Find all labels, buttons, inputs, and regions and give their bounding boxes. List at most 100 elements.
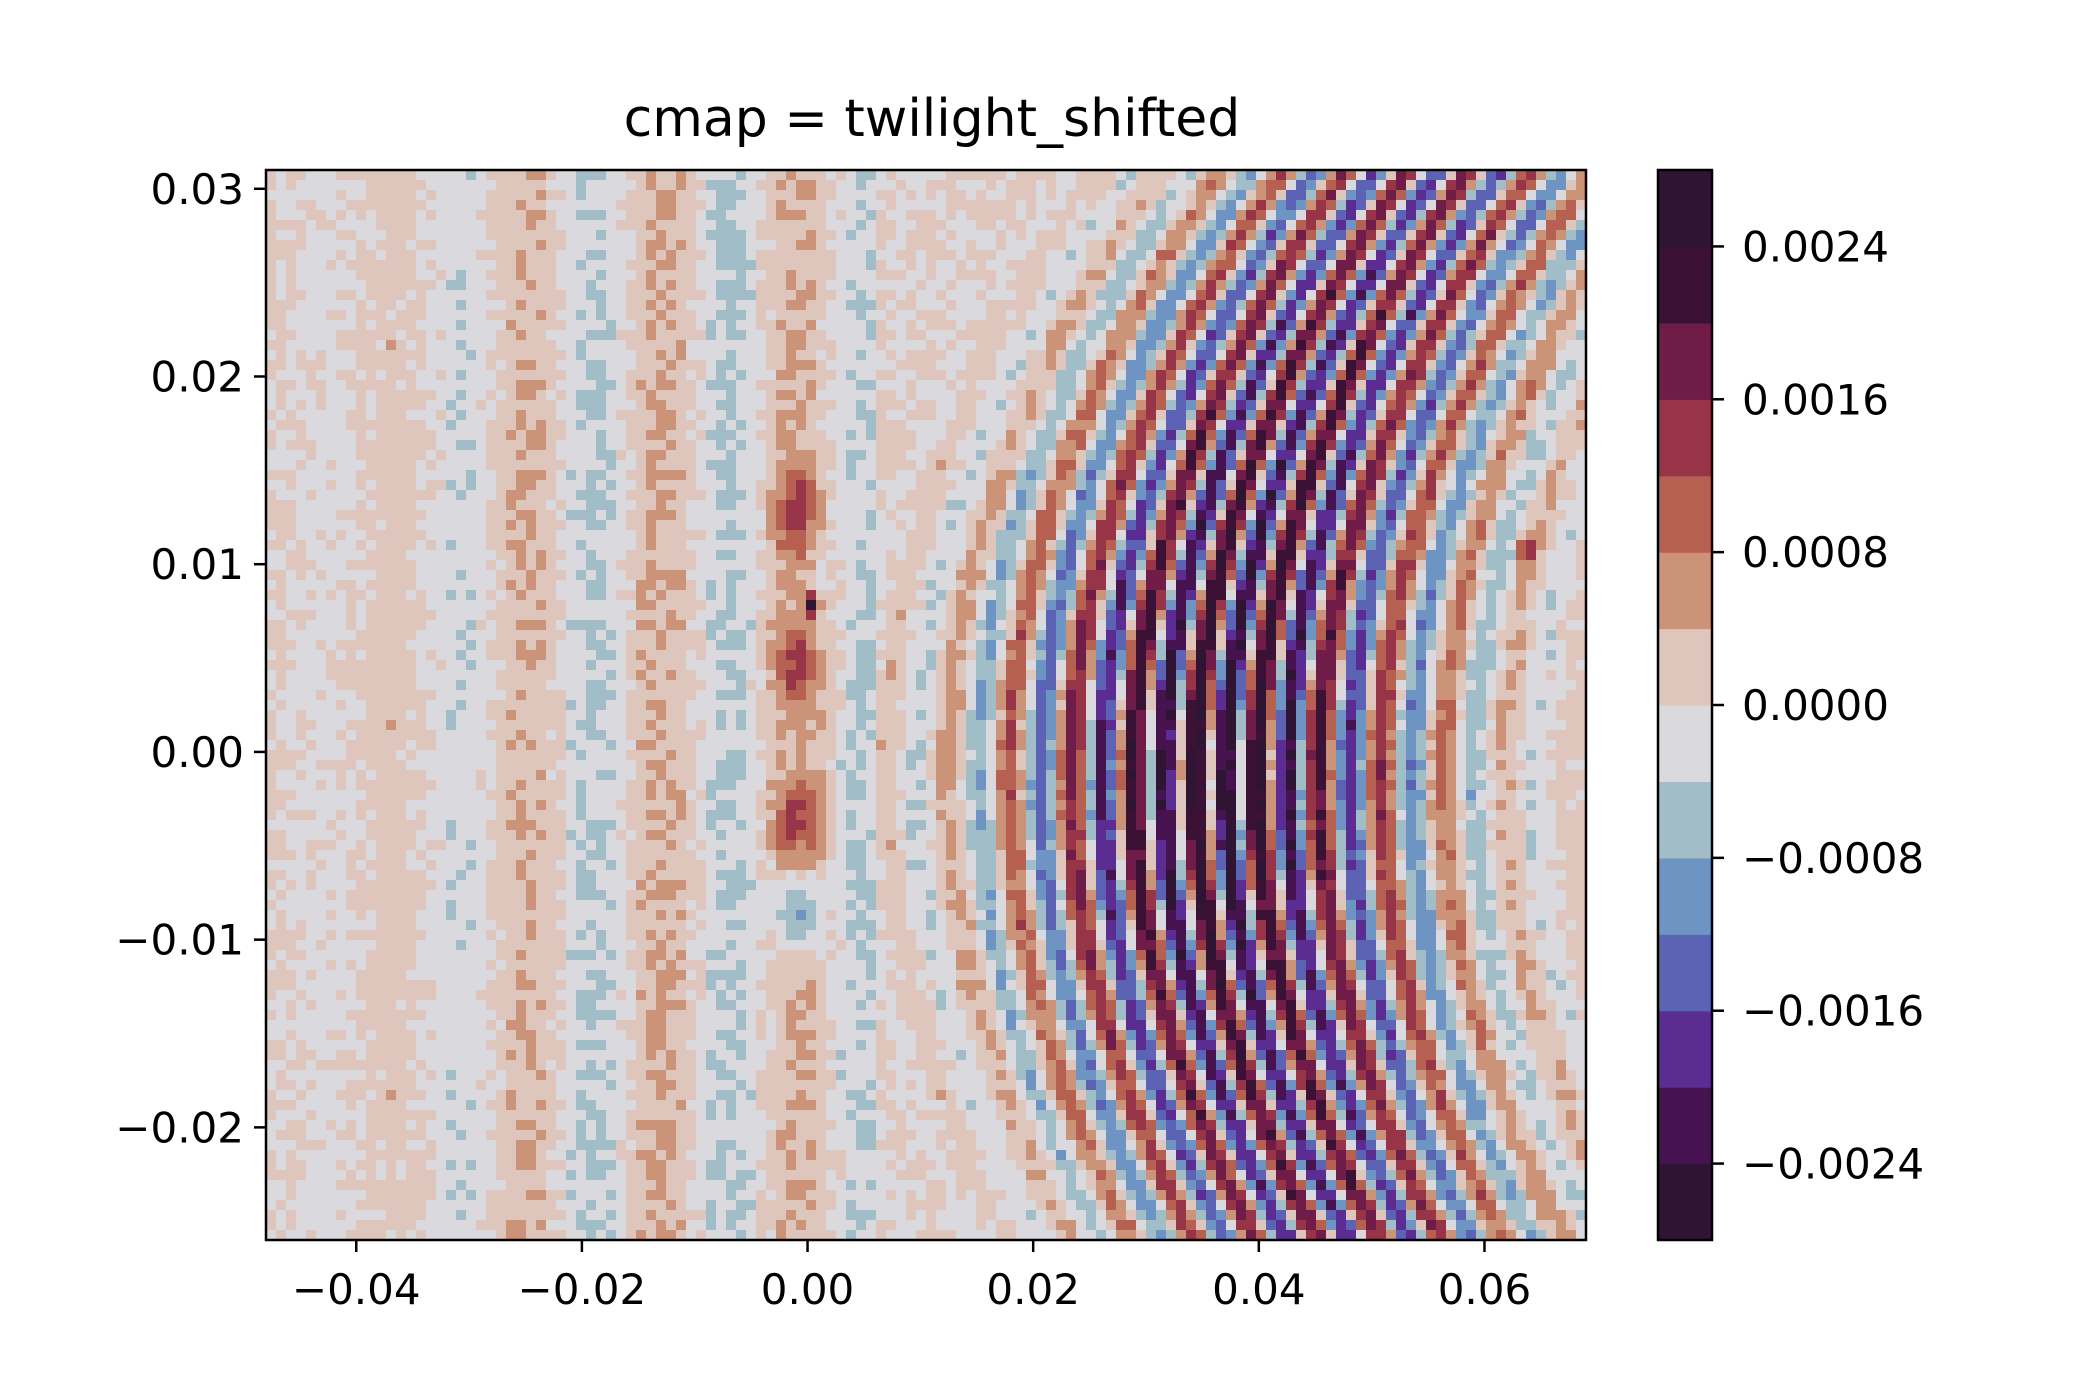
contour-cell: [1036, 390, 1047, 401]
contour-cell: [1036, 320, 1047, 331]
contour-cell: [746, 460, 757, 471]
contour-cell: [486, 310, 497, 321]
contour-cell: [786, 340, 797, 351]
contour-cell: [796, 490, 807, 501]
contour-cell: [866, 400, 877, 411]
contour-cell: [826, 480, 837, 491]
contour-cell: [686, 230, 697, 241]
contour-cell: [696, 400, 707, 411]
contour-cell: [1096, 210, 1107, 221]
contour-cell: [406, 310, 417, 321]
contour-cell: [1116, 390, 1127, 401]
contour-cell: [896, 500, 907, 511]
contour-cell: [496, 430, 507, 441]
contour-cell: [616, 480, 627, 491]
contour-cell: [486, 530, 497, 541]
contour-cell: [816, 360, 827, 371]
contour-cell: [1046, 260, 1057, 271]
contour-cell: [1146, 180, 1157, 191]
contour-cell: [496, 230, 507, 241]
contour-cell: [1126, 310, 1137, 321]
contour-cell: [586, 420, 597, 431]
contour-cell: [506, 370, 517, 381]
contour-cell: [976, 240, 987, 251]
contour-cell: [1176, 330, 1187, 341]
contour-cell: [896, 510, 907, 521]
contour-cell: [1526, 170, 1537, 181]
contour-cell: [376, 370, 387, 381]
contour-cell: [1506, 200, 1517, 211]
contour-cell: [1466, 470, 1477, 481]
contour-cell: [456, 310, 467, 321]
contour-cell: [1536, 220, 1547, 231]
contour-cell: [1176, 360, 1187, 371]
contour-cell: [746, 540, 757, 551]
contour-cell: [666, 320, 677, 331]
contour-cell: [796, 170, 807, 181]
contour-cell: [396, 520, 407, 531]
contour-cell: [1416, 370, 1427, 381]
contour-cell: [296, 500, 307, 511]
contour-cell: [1416, 220, 1427, 231]
contour-cell: [1176, 220, 1187, 231]
contour-cell: [1346, 510, 1357, 521]
contour-cell: [406, 170, 417, 181]
contour-cell: [276, 470, 287, 481]
contour-cell: [316, 410, 327, 421]
contour-cell: [306, 420, 317, 431]
contour-cell: [896, 200, 907, 211]
contour-cell: [456, 470, 467, 481]
contour-cell: [1236, 500, 1247, 511]
contour-cell: [576, 350, 587, 361]
contour-cell: [1046, 340, 1057, 351]
contour-cell: [306, 530, 317, 541]
contour-cell: [546, 450, 557, 461]
contour-cell: [786, 530, 797, 541]
contour-cell: [1146, 540, 1157, 551]
contour-cell: [1076, 250, 1087, 261]
contour-cell: [1156, 510, 1167, 521]
contour-cell: [996, 170, 1007, 181]
contour-cell: [1476, 300, 1487, 311]
contour-cell: [396, 280, 407, 291]
contour-cell: [556, 250, 567, 261]
contour-cell: [656, 260, 667, 271]
contour-cell: [1436, 290, 1447, 301]
contour-cell: [586, 350, 597, 361]
contour-cell: [526, 470, 537, 481]
contour-cell: [1236, 180, 1247, 191]
contour-cell: [1056, 440, 1067, 451]
contour-cell: [496, 270, 507, 281]
contour-cell: [1396, 460, 1407, 471]
contour-cell: [1266, 250, 1277, 261]
contour-cell: [1086, 420, 1097, 431]
contour-cell: [906, 330, 917, 341]
contour-cell: [796, 330, 807, 341]
contour-cell: [1556, 450, 1567, 461]
contour-cell: [1406, 270, 1417, 281]
contour-cell: [1156, 480, 1167, 491]
contour-cell: [866, 490, 877, 501]
contour-cell: [976, 510, 987, 521]
contour-cell: [1126, 480, 1137, 491]
contour-cell: [586, 220, 597, 231]
contour-cell: [1186, 220, 1197, 231]
contour-cell: [466, 540, 477, 551]
contour-cell: [1476, 180, 1487, 191]
contour-cell: [856, 440, 867, 451]
contour-cell: [886, 470, 897, 481]
contour-cell: [1026, 520, 1037, 531]
contour-cell: [976, 450, 987, 461]
contour-cell: [1236, 410, 1247, 421]
contour-cell: [656, 200, 667, 211]
contour-cell: [936, 300, 947, 311]
contour-cell: [1186, 300, 1197, 311]
contour-cell: [866, 320, 877, 331]
contour-cell: [856, 340, 867, 351]
contour-cell: [546, 320, 557, 331]
contour-cell: [666, 400, 677, 411]
contour-cell: [1226, 290, 1237, 301]
contour-cell: [806, 540, 817, 551]
contour-cell: [266, 320, 277, 331]
contour-cell: [986, 390, 997, 401]
